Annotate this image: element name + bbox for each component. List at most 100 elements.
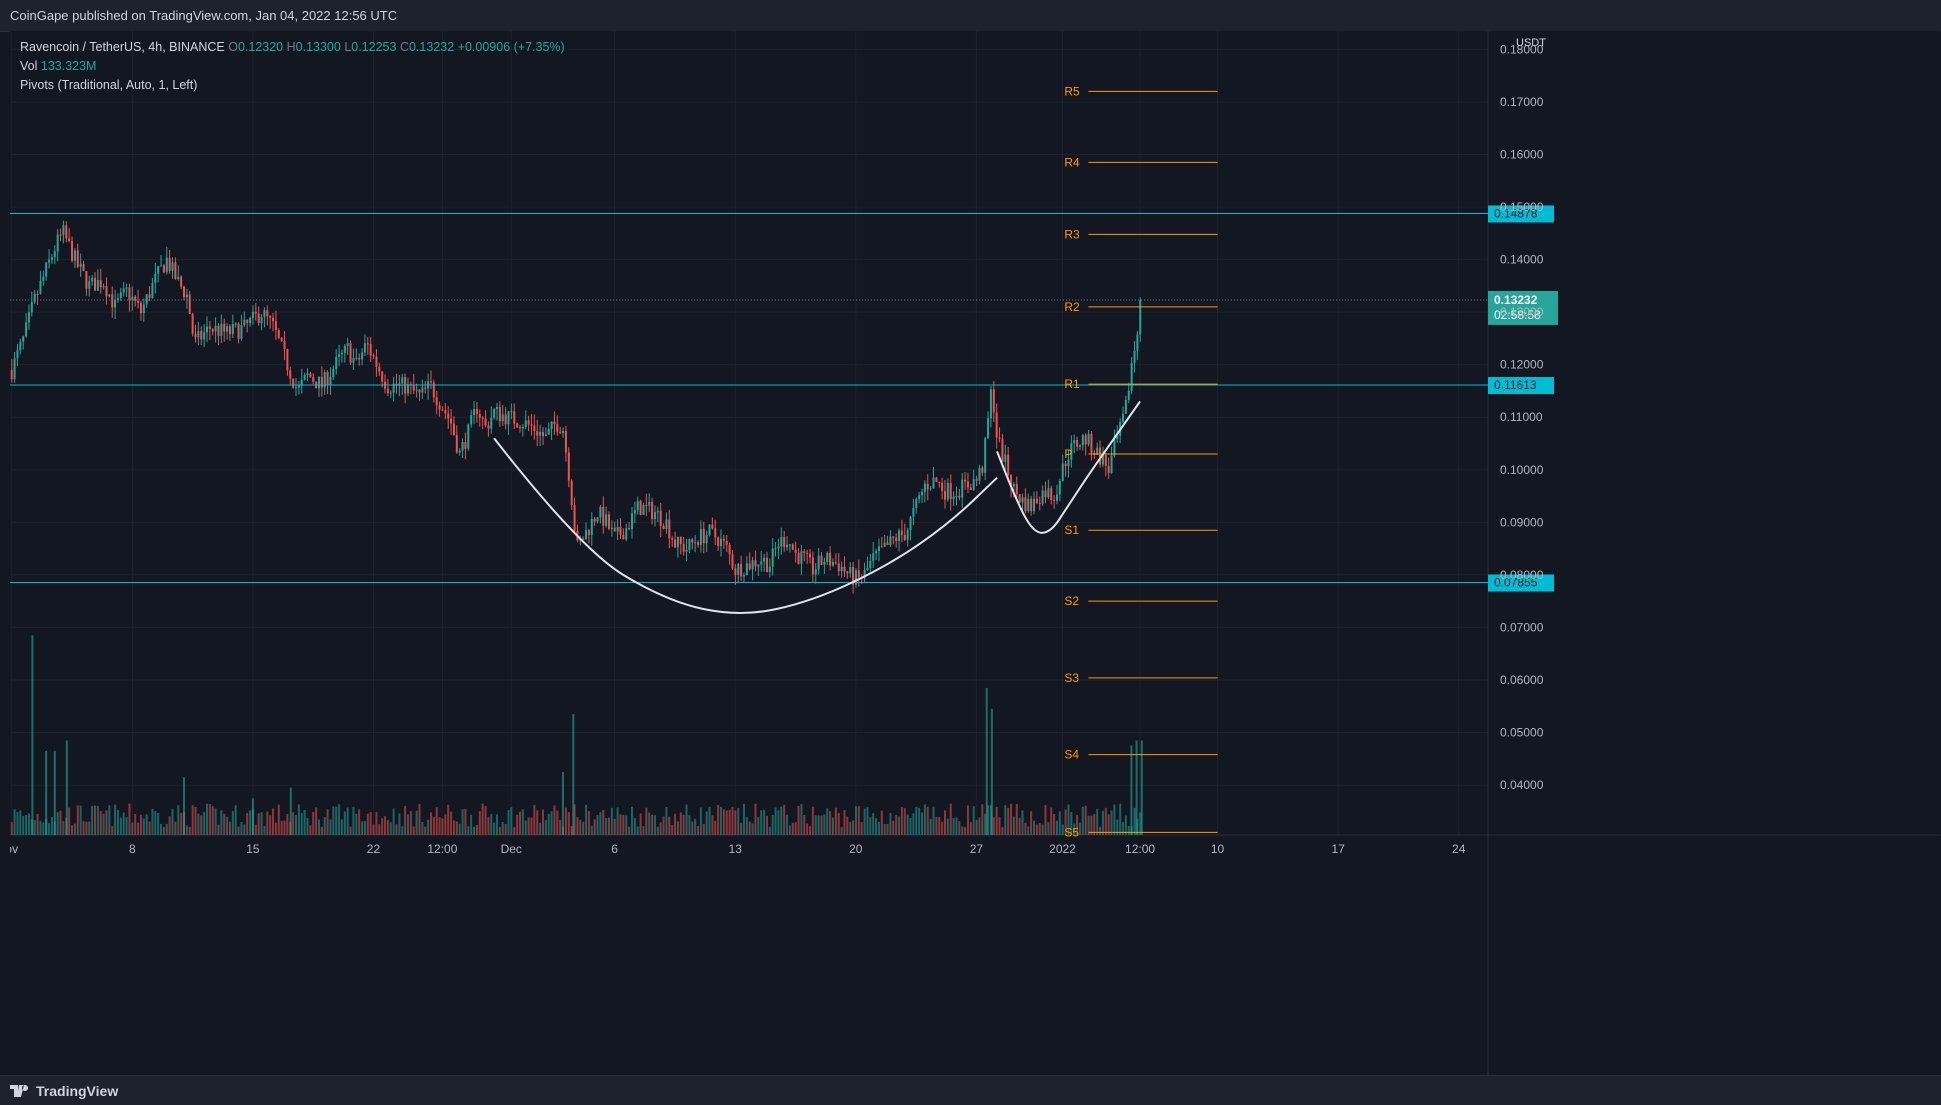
volume-bar bbox=[765, 815, 768, 835]
candle bbox=[272, 317, 275, 322]
volume-bar bbox=[811, 806, 814, 835]
candle bbox=[872, 553, 875, 562]
volume-bar bbox=[579, 819, 582, 835]
volume-bar bbox=[329, 819, 332, 835]
price-chart[interactable]: 0.148780.116130.078550.1323202:58:58R5R4… bbox=[10, 31, 1940, 1075]
candle bbox=[863, 570, 866, 579]
volume-bar bbox=[1078, 822, 1081, 835]
candle bbox=[490, 417, 493, 429]
price-tick-label: 0.18000 bbox=[1500, 42, 1544, 56]
chart-area[interactable]: 0.14878 0.11613 0.07855 0.13232 02:58:58 R5 R4… bbox=[10, 31, 1940, 1075]
volume-spike bbox=[561, 771, 564, 835]
candle bbox=[892, 536, 895, 538]
volume-bar bbox=[949, 803, 952, 835]
volume-bar bbox=[254, 824, 257, 835]
volume-bar bbox=[1113, 804, 1116, 835]
volume-bar bbox=[498, 826, 501, 835]
candle bbox=[211, 329, 214, 332]
candle bbox=[544, 434, 547, 437]
volume-bar bbox=[553, 805, 556, 835]
candle bbox=[432, 382, 435, 398]
volume-bar bbox=[315, 807, 318, 835]
volume-bar bbox=[1030, 811, 1033, 835]
candle bbox=[633, 510, 636, 514]
candle bbox=[866, 568, 869, 571]
volume-bar bbox=[13, 809, 16, 835]
candle bbox=[407, 383, 410, 394]
volume-bar bbox=[642, 826, 645, 835]
volume-bar bbox=[679, 812, 682, 835]
volume-bar bbox=[114, 804, 117, 835]
candle bbox=[699, 528, 702, 545]
candle bbox=[249, 317, 252, 323]
candle bbox=[53, 251, 56, 258]
candle bbox=[1090, 433, 1093, 453]
volume-bar bbox=[444, 814, 447, 835]
volume-bar bbox=[788, 825, 791, 835]
candle bbox=[622, 534, 625, 540]
candle bbox=[630, 513, 633, 530]
low-label: L bbox=[344, 40, 352, 54]
candle bbox=[160, 265, 163, 267]
candle bbox=[312, 377, 315, 382]
pivots-label[interactable]: Pivots (Traditional, Auto, 1, Left) bbox=[20, 78, 198, 92]
volume-bar bbox=[527, 817, 530, 835]
candle bbox=[194, 333, 197, 338]
candle bbox=[68, 238, 71, 242]
volume-bar bbox=[946, 818, 949, 835]
price-label-bg bbox=[1488, 574, 1554, 592]
candle bbox=[237, 323, 240, 339]
candle bbox=[1012, 483, 1015, 487]
symbol-title[interactable]: Ravencoin / TetherUS, 4h, BINANCE bbox=[20, 40, 225, 54]
candle bbox=[935, 477, 938, 482]
volume-bar bbox=[745, 817, 748, 835]
candle bbox=[840, 566, 843, 572]
candle bbox=[13, 358, 16, 380]
candle bbox=[214, 325, 217, 332]
volume-bar bbox=[636, 826, 639, 835]
volume-bar bbox=[651, 814, 654, 835]
candle bbox=[599, 506, 602, 518]
candle bbox=[177, 276, 180, 280]
candle bbox=[504, 414, 507, 425]
candle bbox=[36, 293, 39, 295]
volume-bar bbox=[995, 807, 998, 835]
volume-bar bbox=[272, 808, 275, 835]
candle bbox=[711, 524, 714, 529]
volume-label[interactable]: Vol bbox=[20, 59, 38, 73]
candle bbox=[99, 280, 102, 288]
volume-bar bbox=[518, 811, 521, 835]
candle bbox=[418, 389, 421, 393]
volume-bar bbox=[1101, 810, 1104, 835]
candle bbox=[938, 481, 941, 483]
candle bbox=[533, 425, 536, 431]
candle bbox=[251, 311, 254, 318]
candle bbox=[720, 538, 723, 546]
candle bbox=[1087, 433, 1090, 445]
candle bbox=[369, 344, 372, 356]
price-label-bg bbox=[1488, 377, 1554, 395]
volume-bar bbox=[475, 825, 478, 835]
volume-bar bbox=[1015, 804, 1018, 835]
candle bbox=[877, 546, 880, 552]
candle bbox=[458, 450, 461, 453]
candle bbox=[717, 537, 720, 546]
volume-bar bbox=[194, 806, 197, 835]
candle bbox=[320, 376, 323, 388]
volume-bar bbox=[191, 805, 194, 835]
volume-bar bbox=[662, 816, 665, 835]
candle bbox=[553, 421, 556, 425]
candle bbox=[639, 500, 642, 515]
volume-bar bbox=[814, 815, 817, 835]
volume-bar bbox=[533, 804, 536, 835]
volume-bar bbox=[317, 819, 320, 835]
volume-bar bbox=[295, 815, 298, 835]
volume-bar bbox=[42, 822, 45, 835]
candle bbox=[352, 358, 355, 363]
volume-bar bbox=[197, 813, 200, 835]
price-label-bg bbox=[1488, 205, 1554, 223]
volume-bar bbox=[340, 819, 343, 835]
volume-bar bbox=[131, 822, 134, 835]
publisher-bar: CoinGape published on TradingView.com, J… bbox=[0, 0, 1941, 32]
candle bbox=[740, 564, 743, 577]
